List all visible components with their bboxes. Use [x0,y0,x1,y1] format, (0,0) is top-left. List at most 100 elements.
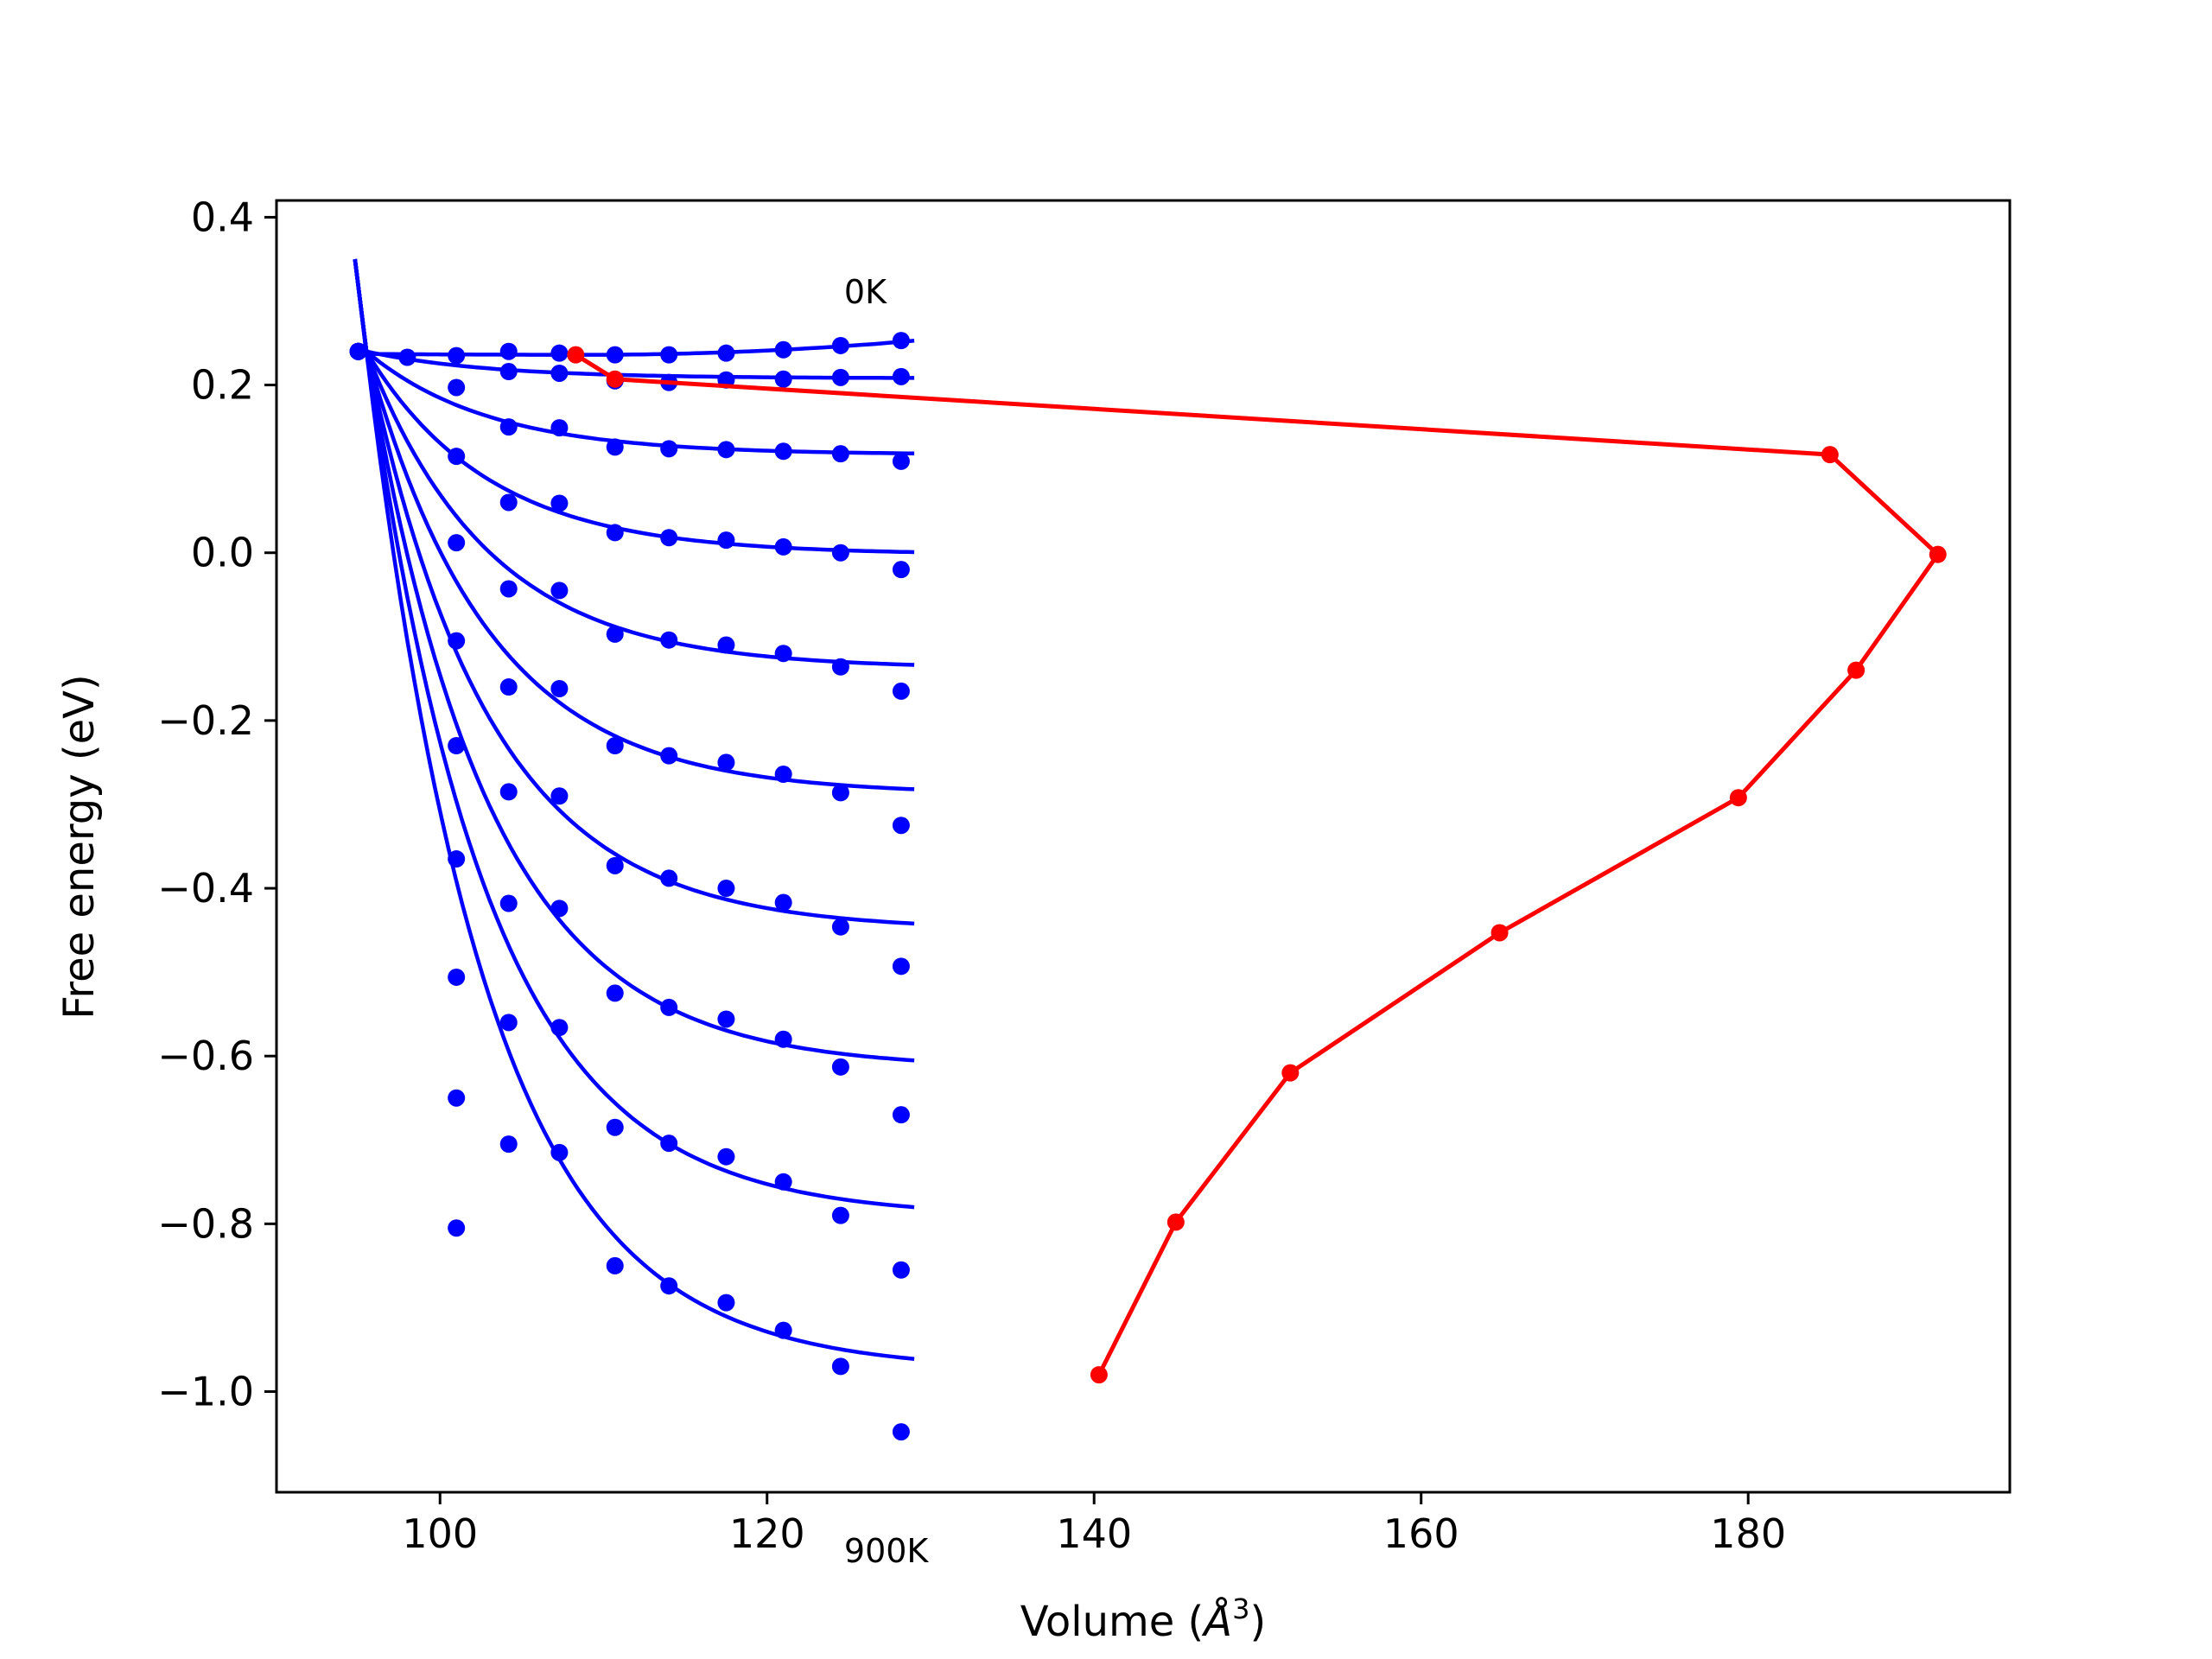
data-point [550,1143,569,1161]
data-point [717,1294,735,1312]
data-point [550,494,569,512]
data-point [892,1261,910,1279]
x-tick-label: 100 [402,1510,478,1557]
data-point [831,784,849,802]
data-point [717,753,735,772]
data-point [717,1010,735,1028]
x-axis-label-close: ) [1249,1598,1266,1646]
x-axis: 100 120 140 160 180 [402,1492,1786,1557]
data-point [660,529,678,547]
x-axis-label: Volume (Å3) [1020,1592,1266,1646]
data-point [774,1173,792,1191]
fit-curve [353,258,915,456]
data-point [831,368,849,386]
data-point [499,418,518,436]
data-point [892,452,910,470]
data-point [774,1321,792,1339]
data-point [892,1423,910,1441]
data-point [550,1019,569,1037]
fit-curve [353,258,915,555]
data-point [717,531,735,550]
data-point [660,440,678,458]
data-point [660,1277,678,1295]
data-point [448,448,466,466]
data-points [349,332,910,1441]
x-tick-label: 140 [1056,1510,1132,1557]
y-tick-label: 0.2 [191,362,254,409]
data-point [660,631,678,649]
fit-curve [353,258,915,667]
data-point [774,442,792,461]
x-tick-label: 180 [1710,1510,1786,1557]
data-point [774,766,792,784]
data-point [499,1135,518,1154]
y-tick-label: −0.8 [157,1200,254,1247]
trend-line [574,353,1942,1376]
data-point [892,332,910,350]
x-axis-label-exponent: 3 [1232,1592,1249,1625]
data-point [550,344,569,362]
data-point [774,537,792,556]
data-point [448,737,466,755]
data-point [499,580,518,598]
data-point [499,678,518,696]
data-point [831,1206,849,1224]
data-point [606,1118,624,1136]
data-point [448,968,466,986]
data-point [774,340,792,359]
fit-curve [353,258,915,791]
data-point [606,346,624,364]
data-point [717,636,735,654]
data-point [606,625,624,643]
data-point [550,899,569,918]
trend-point [606,370,624,388]
data-point [448,850,466,868]
data-point [774,1030,792,1048]
y-tick-label: −1.0 [157,1369,254,1415]
y-tick-label: 0.4 [191,194,254,240]
data-point [550,419,569,437]
data-point [550,364,569,382]
data-point [448,1089,466,1107]
annotation-0k: 0K [844,273,887,311]
fit-curve [353,258,915,380]
data-point [831,1357,849,1376]
trend-point [1821,446,1839,464]
data-point [892,817,910,835]
fit-curve [353,258,915,357]
data-point [398,348,416,366]
data-point [774,370,792,388]
data-point [448,346,466,365]
data-point [831,918,849,936]
data-point [499,493,518,512]
data-point [499,342,518,360]
fit-curve [353,258,915,926]
fit-curve [353,258,915,1210]
data-point [606,984,624,1002]
x-axis-label-unit: Å [1201,1597,1232,1646]
y-tick-label: −0.4 [157,865,254,912]
data-point [717,1147,735,1166]
trend-line-group [567,346,1947,1384]
data-point [892,561,910,579]
data-point [448,378,466,397]
y-axis-label: Free energy (eV) [55,674,104,1019]
fit-curve [353,258,915,1361]
annotations: 0K 900K [844,273,930,1570]
x-axis-label-text: Volume ( [1020,1598,1205,1646]
data-point [606,737,624,755]
data-point [717,344,735,362]
y-tick-label: −0.6 [157,1033,254,1079]
data-point [606,1256,624,1274]
data-point [774,645,792,663]
annotation-900k: 900K [844,1532,930,1570]
data-point [349,342,367,360]
y-axis: 0.4 0.2 0.0 −0.2 −0.4 −0.6 −0.8 −1.0 [157,194,276,1415]
data-point [892,367,910,385]
data-point [660,998,678,1016]
fit-curves [353,258,915,1361]
data-point [892,1106,910,1124]
data-point [448,1219,466,1237]
data-point [660,1135,678,1153]
